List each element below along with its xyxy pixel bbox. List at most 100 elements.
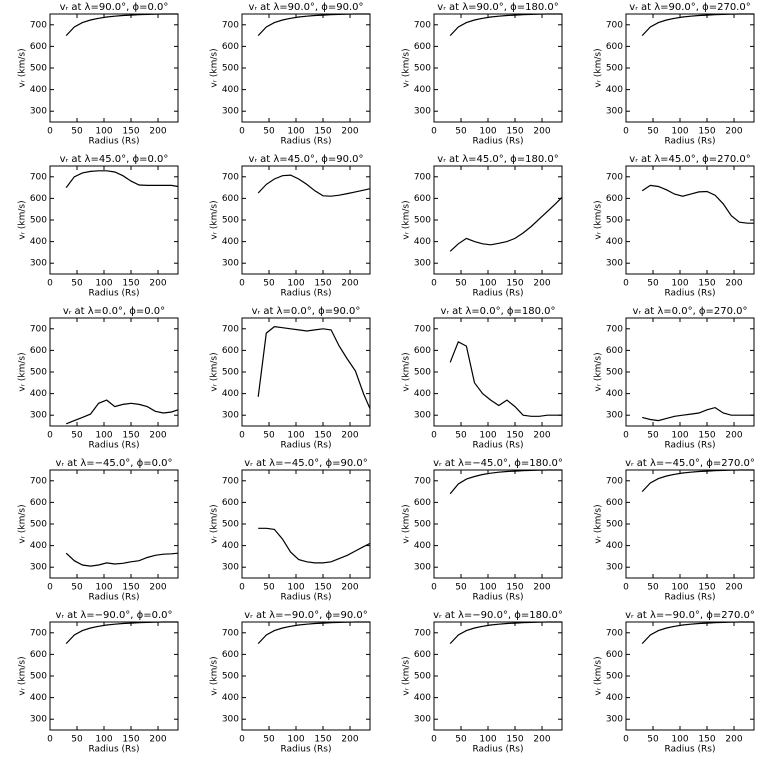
data-line <box>449 196 563 252</box>
y-tick-label: 500 <box>222 216 239 226</box>
plot-frame <box>49 13 179 123</box>
y-tick-label: 300 <box>30 411 47 421</box>
x-tick-label: 0 <box>239 279 245 289</box>
y-tick-label: 300 <box>222 563 239 573</box>
x-tick-label: 150 <box>698 279 715 289</box>
x-tick-label: 100 <box>287 583 304 593</box>
data-line <box>449 469 562 495</box>
y-tick-label: 400 <box>30 389 47 399</box>
x-tick-label: 50 <box>647 127 659 137</box>
x-tick-label: 150 <box>122 279 139 289</box>
x-tick-label: 100 <box>671 583 688 593</box>
y-tick-label: 500 <box>30 672 47 682</box>
x-axis-label: Radius (Rs) <box>664 137 715 147</box>
x-axis-label: Radius (Rs) <box>664 593 715 603</box>
x-tick-label: 200 <box>725 431 742 441</box>
data-line <box>65 13 178 37</box>
x-tick-label: 200 <box>725 735 742 745</box>
y-axis-label: vᵣ (km/s) <box>594 656 604 695</box>
y-tick-label: 300 <box>414 411 431 421</box>
y-tick-label: 700 <box>222 324 239 334</box>
x-tick-label: 200 <box>533 431 550 441</box>
y-tick-label: 400 <box>414 237 431 247</box>
data-line <box>641 184 754 224</box>
chart-title: vᵣ at λ=45.0°, ϕ=90.0° <box>248 154 363 165</box>
x-tick-label: 50 <box>71 583 83 593</box>
y-tick-label: 400 <box>606 85 623 95</box>
y-tick-label: 700 <box>30 324 47 334</box>
data-line <box>449 621 562 645</box>
x-tick-label: 50 <box>455 127 467 137</box>
y-tick-label: 300 <box>30 259 47 269</box>
plot-frame <box>241 13 371 123</box>
x-tick-label: 150 <box>698 583 715 593</box>
x-tick-label: 0 <box>239 583 245 593</box>
plot-frame <box>433 621 563 731</box>
y-tick-label: 500 <box>606 64 623 74</box>
chart-title: vᵣ at λ=−45.0°, ϕ=180.0° <box>433 458 563 469</box>
plot-frame <box>625 165 755 275</box>
x-tick-label: 0 <box>623 127 629 137</box>
chart-title: vᵣ at λ=90.0°, ϕ=180.0° <box>437 2 558 13</box>
x-tick-label: 150 <box>122 735 139 745</box>
x-tick-label: 150 <box>698 431 715 441</box>
x-axis-label: Radius (Rs) <box>664 289 715 299</box>
y-tick-label: 600 <box>30 42 47 52</box>
x-tick-label: 0 <box>431 431 437 441</box>
y-tick-label: 500 <box>222 520 239 530</box>
x-tick-label: 100 <box>671 735 688 745</box>
y-axis-label: vᵣ (km/s) <box>594 48 604 87</box>
chart-title: vᵣ at λ=90.0°, ϕ=90.0° <box>248 2 363 13</box>
x-tick-label: 50 <box>71 735 83 745</box>
plot-frame <box>625 469 755 579</box>
y-tick-label: 400 <box>414 389 431 399</box>
x-axis-label: Radius (Rs) <box>472 745 523 755</box>
x-tick-label: 0 <box>623 279 629 289</box>
y-tick-label: 400 <box>30 85 47 95</box>
x-tick-label: 150 <box>506 431 523 441</box>
x-tick-label: 50 <box>455 735 467 745</box>
x-tick-label: 100 <box>479 431 496 441</box>
data-line <box>257 621 370 645</box>
plot-frame <box>625 317 755 427</box>
y-axis-label: vᵣ (km/s) <box>210 48 220 87</box>
y-tick-label: 400 <box>222 237 239 247</box>
y-tick-label: 300 <box>414 563 431 573</box>
y-tick-label: 600 <box>606 650 623 660</box>
y-tick-label: 400 <box>606 237 623 247</box>
y-tick-label: 500 <box>30 520 47 530</box>
y-tick-label: 400 <box>414 693 431 703</box>
y-tick-label: 300 <box>606 107 623 117</box>
x-tick-label: 100 <box>287 735 304 745</box>
x-axis-label: Radius (Rs) <box>472 289 523 299</box>
y-axis-label: vᵣ (km/s) <box>210 504 220 543</box>
y-tick-label: 400 <box>606 693 623 703</box>
x-tick-label: 0 <box>239 431 245 441</box>
data-line <box>65 170 179 188</box>
plot-frame <box>49 165 179 275</box>
x-axis-label: Radius (Rs) <box>280 593 331 603</box>
x-tick-label: 0 <box>431 127 437 137</box>
y-tick-label: 400 <box>222 693 239 703</box>
x-tick-label: 150 <box>698 735 715 745</box>
x-tick-label: 200 <box>149 583 166 593</box>
y-axis-label: vᵣ (km/s) <box>594 200 604 239</box>
y-tick-label: 700 <box>222 20 239 30</box>
x-axis-label: Radius (Rs) <box>280 745 331 755</box>
y-tick-label: 600 <box>30 194 47 204</box>
x-axis-label: Radius (Rs) <box>664 745 715 755</box>
y-tick-label: 300 <box>222 259 239 269</box>
y-tick-label: 700 <box>606 476 623 486</box>
x-tick-label: 0 <box>239 735 245 745</box>
y-tick-label: 700 <box>222 476 239 486</box>
x-tick-label: 200 <box>149 735 166 745</box>
x-tick-label: 200 <box>341 279 358 289</box>
y-axis-label: vᵣ (km/s) <box>18 656 28 695</box>
x-tick-label: 200 <box>725 127 742 137</box>
y-tick-label: 300 <box>30 715 47 725</box>
x-tick-label: 100 <box>95 735 112 745</box>
x-tick-label: 150 <box>506 735 523 745</box>
x-tick-label: 50 <box>71 279 83 289</box>
plot-frame <box>49 317 179 427</box>
plot-frame <box>433 469 563 579</box>
